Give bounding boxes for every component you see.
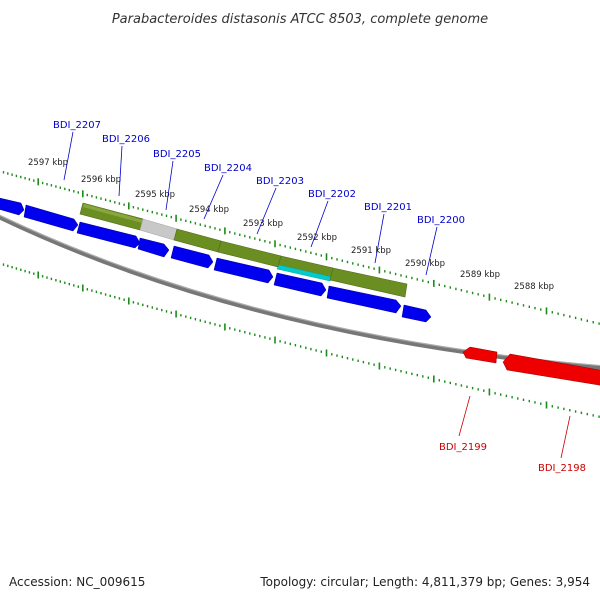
gene-label[interactable]: BDI_2200 xyxy=(417,215,465,226)
forward-gene-arrow[interactable] xyxy=(0,197,25,216)
forward-gene-arrow[interactable] xyxy=(76,221,141,249)
leader-line xyxy=(165,160,174,211)
forward-gene-arrow[interactable] xyxy=(326,285,402,314)
outer-scale-ticks xyxy=(0,170,600,325)
leader-line xyxy=(310,200,329,248)
forward-genes xyxy=(0,197,432,323)
kbp-label: 2591 kbp xyxy=(351,246,391,256)
accession-text: Accession: NC_009615 xyxy=(9,575,145,589)
forward-gene-arrow[interactable] xyxy=(170,245,214,269)
kbp-label: 2597 kbp xyxy=(28,158,68,168)
genome-summary-text: Topology: circular; Length: 4,811,379 bp… xyxy=(259,575,590,589)
forward-gene-arrow[interactable] xyxy=(23,204,79,232)
reverse-gene-arrow[interactable] xyxy=(502,353,600,386)
leader-line xyxy=(256,187,277,235)
reverse-genes xyxy=(462,346,600,386)
leader-line xyxy=(63,131,74,181)
domain-segment-grey[interactable] xyxy=(139,218,178,241)
leader-line xyxy=(118,145,123,197)
leader-line xyxy=(458,395,471,437)
kbp-label: 2595 kbp xyxy=(135,190,175,200)
kbp-label: 2596 kbp xyxy=(81,175,121,185)
map-title: Parabacteroides distasonis ATCC 8503, co… xyxy=(112,12,488,27)
leader-line xyxy=(203,174,224,220)
forward-gene-arrow[interactable] xyxy=(213,257,274,284)
kbp-labels: 2597 kbp 2596 kbp 2595 kbp 2594 kbp 2593… xyxy=(28,158,554,292)
forward-gene-arrow[interactable] xyxy=(401,304,432,323)
domain-track xyxy=(79,202,408,298)
domain-segment-shine xyxy=(83,204,143,223)
forward-gene-arrow[interactable] xyxy=(137,237,170,258)
gene-label[interactable]: BDI_2207 xyxy=(53,120,101,131)
gene-label[interactable]: BDI_2203 xyxy=(256,176,304,187)
forward-gene-arrow[interactable] xyxy=(273,272,327,297)
gene-label[interactable]: BDI_2199 xyxy=(439,442,487,453)
genome-backbone-highlight xyxy=(0,214,600,367)
gene-leader-lines xyxy=(63,131,571,459)
kbp-label: 2588 kbp xyxy=(514,282,554,292)
domain-segment-cyan[interactable] xyxy=(276,264,333,282)
leader-line xyxy=(560,415,571,459)
kbp-label: 2594 kbp xyxy=(189,205,229,215)
gene-label[interactable]: BDI_2201 xyxy=(364,202,412,213)
reverse-gene-arrow[interactable] xyxy=(462,346,498,364)
inner-scale-ticks xyxy=(0,262,600,418)
gene-label[interactable]: BDI_2204 xyxy=(204,163,252,174)
gene-label[interactable]: BDI_2206 xyxy=(102,134,150,145)
gene-label[interactable]: BDI_2202 xyxy=(308,189,356,200)
kbp-label: 2589 kbp xyxy=(460,270,500,280)
gene-label[interactable]: BDI_2198 xyxy=(538,463,586,474)
kbp-label: 2590 kbp xyxy=(405,259,445,269)
leader-line xyxy=(425,226,438,276)
leader-line xyxy=(374,213,385,264)
domain-segment[interactable] xyxy=(329,267,408,298)
gene-labels: BDI_2207 BDI_2206 BDI_2205 BDI_2204 BDI_… xyxy=(53,120,586,474)
kbp-label: 2592 kbp xyxy=(297,233,337,243)
kbp-label: 2593 kbp xyxy=(243,219,283,229)
gene-label[interactable]: BDI_2205 xyxy=(153,149,201,160)
